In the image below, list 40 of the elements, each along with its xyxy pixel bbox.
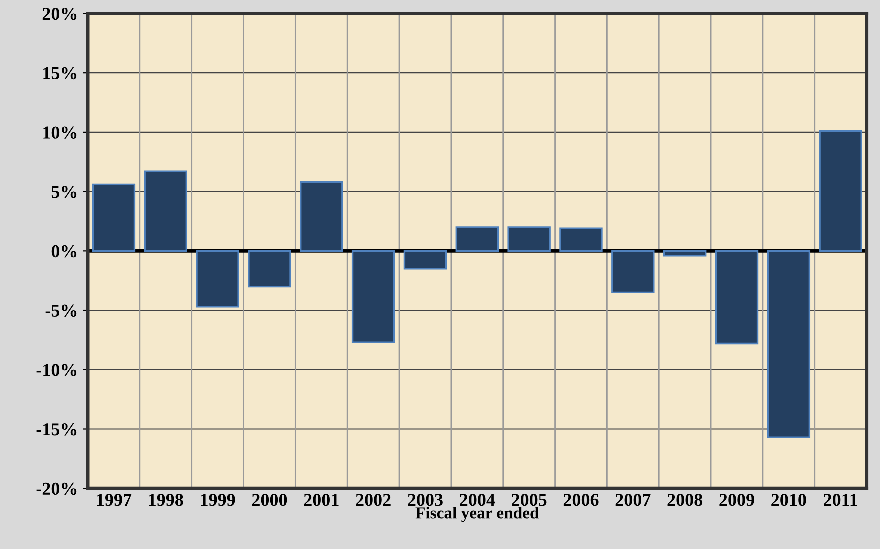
bar	[612, 250, 655, 294]
x-tick-label: 2006	[564, 494, 599, 506]
x-tick-label: 2009	[720, 494, 754, 506]
y-tick-label: 15%	[44, 67, 77, 80]
bar	[508, 226, 551, 252]
x-tick-label: 2001	[304, 494, 339, 506]
bar	[819, 130, 862, 252]
y-tick-label: -20%	[36, 482, 77, 496]
bar	[92, 184, 136, 252]
bar	[560, 228, 603, 252]
x-tick-label: 2011	[824, 494, 858, 506]
y-tick-label: 0%	[52, 245, 77, 258]
x-tick-label: 2004	[460, 494, 496, 506]
y-tick-label: 10%	[44, 126, 77, 139]
bar	[456, 226, 500, 252]
x-tick-label: 1998	[149, 494, 184, 506]
x-tick-label: 1999	[201, 494, 236, 506]
x-tick-label: 2008	[668, 494, 703, 506]
x-axis-title: Fiscal year ended	[416, 507, 540, 522]
x-tick-label: 2002	[356, 494, 391, 506]
bar	[767, 250, 811, 438]
x-tick-label: 1997	[97, 494, 132, 506]
x-tick-label: 2000	[252, 494, 288, 506]
x-tick-label: 2010	[772, 494, 806, 506]
y-tick-label: -15%	[36, 424, 77, 436]
x-tick-label: 2007	[616, 494, 651, 506]
y-tick-label: 5%	[52, 186, 77, 198]
bar	[144, 170, 188, 252]
bar	[352, 250, 396, 344]
bar	[715, 250, 759, 345]
y-tick-label: 20%	[42, 8, 77, 20]
bar	[196, 250, 240, 308]
bar	[663, 250, 707, 257]
y-tick-label: -5%	[46, 304, 77, 318]
y-tick-label: -10%	[36, 364, 77, 376]
x-tick-label: 2005	[512, 494, 547, 506]
bar	[404, 250, 448, 270]
x-tick-label: 2003	[408, 494, 443, 506]
bar	[248, 250, 292, 288]
bar	[300, 181, 344, 252]
